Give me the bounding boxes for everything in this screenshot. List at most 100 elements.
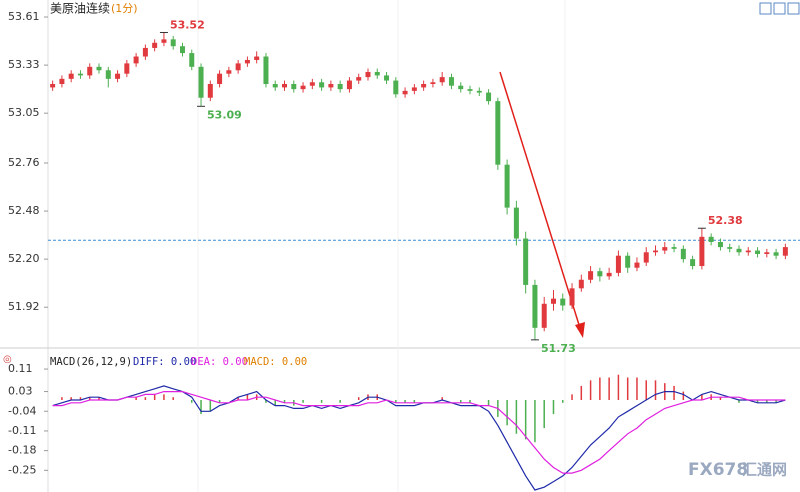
- candle-body: [309, 82, 315, 86]
- chart-subtitle: (1分): [111, 2, 138, 15]
- candle-body: [717, 241, 723, 248]
- candle-body: [439, 77, 445, 83]
- candle-body: [402, 90, 408, 95]
- tool-icon[interactable]: [773, 2, 786, 15]
- candle-body: [365, 71, 371, 78]
- candle-body: [504, 164, 510, 208]
- extreme-label: 51.73: [541, 342, 576, 355]
- candle-body: [643, 252, 649, 263]
- candle-body: [532, 284, 538, 328]
- candle-body: [59, 78, 65, 84]
- tool-icon[interactable]: [759, 2, 772, 15]
- candle-body: [50, 83, 56, 88]
- candle-body: [115, 73, 121, 79]
- candle-body: [152, 42, 158, 48]
- candle-body: [411, 87, 417, 91]
- candle-body: [384, 75, 390, 81]
- y-tick-label: 0.03: [8, 385, 33, 398]
- y-tick-label: -0.18: [8, 444, 36, 457]
- candle-body: [235, 63, 241, 71]
- candle-body: [782, 247, 788, 256]
- extreme-label: 53.09: [207, 108, 242, 121]
- arrow-head: [575, 322, 585, 338]
- candle-body: [393, 80, 399, 95]
- macd-line: [52, 391, 786, 474]
- candle-body: [161, 39, 167, 43]
- candle-body: [773, 252, 779, 256]
- candle-body: [513, 207, 519, 239]
- candle-body: [189, 53, 195, 67]
- candle-body: [690, 259, 696, 267]
- candle-body: [467, 89, 473, 91]
- candle-body: [133, 56, 139, 64]
- candle-body: [578, 279, 584, 289]
- legend-macd: MACD: 0.00: [244, 356, 307, 368]
- legend-dea: DEA: 0.00: [191, 356, 248, 368]
- candle-body: [448, 77, 454, 86]
- candle-body: [179, 46, 185, 54]
- y-tick-label: 51.92: [8, 300, 40, 313]
- y-tick-label: -0.04: [8, 404, 36, 417]
- candle-body: [625, 255, 631, 268]
- candle-body: [198, 66, 204, 98]
- candle-body: [671, 247, 677, 249]
- candle-body: [550, 298, 556, 304]
- y-tick-label: 53.05: [8, 106, 40, 119]
- candle-body: [727, 247, 733, 249]
- candle-body: [282, 83, 288, 88]
- candle-body: [68, 73, 74, 79]
- y-tick-label: 53.61: [8, 10, 40, 23]
- macd-line: [52, 385, 786, 491]
- candle-body: [356, 77, 362, 81]
- candle-body: [170, 39, 176, 47]
- candle-body: [96, 66, 102, 71]
- y-tick-label: 52.48: [8, 204, 40, 217]
- chart-title: 美原油连续: [50, 1, 110, 16]
- candle-body: [764, 252, 770, 254]
- watermark: 汇通网: [742, 461, 787, 479]
- y-tick-label: -0.11: [8, 424, 36, 437]
- macd-legend-title: MACD(26,12,9): [50, 356, 132, 368]
- candle-body: [597, 271, 603, 277]
- toolbar[interactable]: [759, 2, 800, 15]
- candle-body: [430, 82, 436, 84]
- y-tick-label: 52.76: [8, 156, 40, 169]
- candle-body: [523, 238, 529, 285]
- candle-body: [541, 303, 547, 328]
- y-tick-label: 53.33: [8, 58, 40, 71]
- candle-body: [708, 236, 714, 242]
- candle-body: [588, 271, 594, 280]
- candle-body: [319, 82, 325, 88]
- tool-icon[interactable]: [787, 2, 800, 15]
- trend-arrow: [499, 71, 581, 329]
- candle-body: [142, 47, 148, 57]
- candle-body: [560, 298, 566, 306]
- candle-body: [217, 73, 223, 84]
- watermark: FX678: [688, 460, 748, 480]
- extreme-label: 53.52: [170, 18, 205, 31]
- candle-body: [476, 90, 482, 93]
- candle-body: [569, 288, 575, 306]
- candle-body: [495, 101, 501, 165]
- candle-body: [615, 255, 621, 273]
- candle-body: [458, 85, 464, 90]
- candle-body: [254, 56, 260, 60]
- candle-body: [87, 66, 93, 76]
- y-tick-label: 52.20: [8, 252, 40, 265]
- panel-icon: ◎: [3, 354, 12, 365]
- candle-body: [207, 83, 213, 98]
- candle-body: [634, 262, 640, 268]
- candle-body: [77, 73, 83, 76]
- candle-body: [736, 248, 742, 253]
- candle-body: [263, 56, 269, 84]
- candle-body: [272, 83, 278, 88]
- candle-body: [105, 70, 111, 79]
- candle-body: [606, 272, 612, 277]
- y-tick-label: 0.11: [8, 362, 33, 375]
- y-tick-label: -0.25: [8, 463, 36, 476]
- candle-body: [745, 250, 751, 253]
- candle-body: [680, 248, 686, 260]
- candle-body: [346, 80, 352, 90]
